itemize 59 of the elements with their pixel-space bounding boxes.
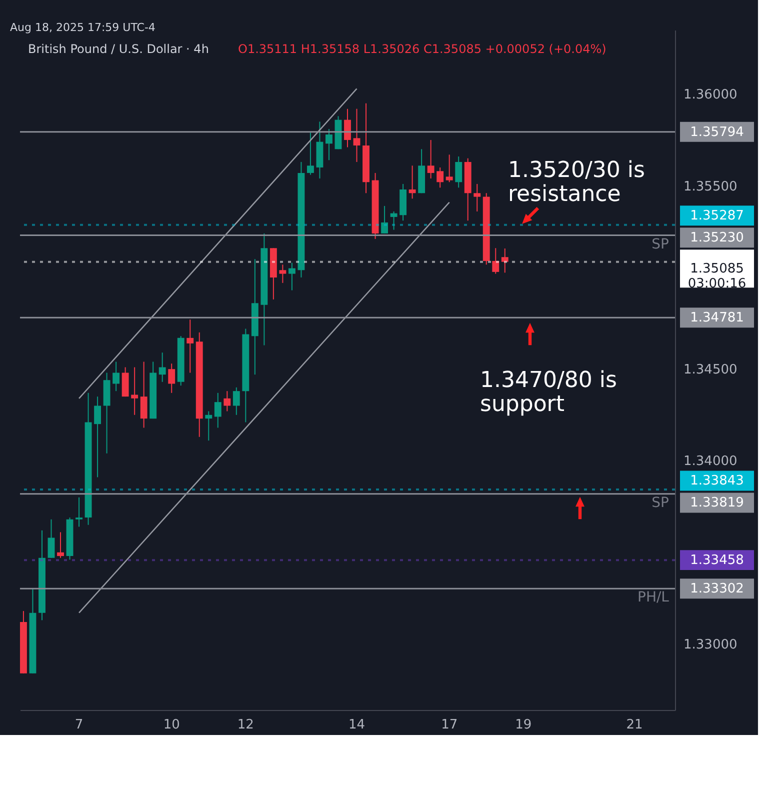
candlestick [326,128,332,161]
x-tick-label: 17 [441,718,458,732]
y-tick-label: 1.33000 [684,638,738,653]
candlestick [168,363,176,394]
annotation: PH/L [638,590,670,606]
ref-line-label: 1.35287 [690,208,744,224]
ref-line-label: 1.33843 [690,474,744,489]
candlestick [474,183,481,212]
candlestick [408,165,416,200]
ref-line-label: 1.33458 [690,553,744,568]
y-tick-label: 1.35500 [684,179,738,194]
ref-line-label: 1.35230 [690,230,744,246]
candlestick [122,366,129,398]
annotation: SP [652,236,669,252]
y-tick-label: 1.34000 [684,454,738,470]
y-tick-label: 1.34500 [684,362,738,378]
annotation: SP [652,494,669,511]
candlestick [436,166,444,188]
x-tick-label: 19 [515,718,532,732]
ref-line-label: 1.33819 [690,496,744,511]
text: British Pound / U.S. Dollar · 4h [28,42,209,56]
candlestick [501,248,508,274]
x-tick-label: 14 [348,718,366,732]
candlestick [232,386,240,416]
candlestick [140,361,148,428]
candlestick [306,132,314,176]
candlestick [288,262,296,291]
candlestick [446,154,453,183]
candlestick [344,108,351,148]
ref-line-label: 1.34781 [690,310,744,326]
y-tick-label: 1.36000 [684,88,738,103]
candlestick [381,205,388,234]
ref-line-label: 1.33302 [690,582,744,597]
candlestick [279,264,286,284]
candlestick [57,532,64,558]
candlestick [158,352,166,382]
text: O1.35111 H1.35158 L1.35026 C1.35085 +0.00052 (+0.04%) [238,42,606,56]
candlestick [427,139,434,179]
candlestick [94,396,102,478]
candlestick [112,361,120,392]
candlestick [48,518,55,558]
annotation: 1.3470/80 is support [480,368,617,417]
candlestick [390,210,398,230]
x-tick-label: 10 [163,718,180,732]
ref-line-label: 1.35794 [690,124,744,140]
annotation: 1.3520/30 is resistance [508,158,645,207]
candlestick [131,366,138,416]
annotation: Aug 18, 2025 17:59 UTC-4 [10,21,156,34]
candlestick [492,248,500,274]
candlestick [455,156,462,188]
candlestick [205,410,212,442]
candlestick [186,319,194,374]
candlestick [224,390,231,412]
x-tick-label: 7 [74,718,84,732]
candlestick [353,108,360,162]
candlestick [76,496,82,528]
x-tick-label: 12 [237,718,254,732]
candlestick [214,392,222,428]
x-tick-label: 21 [626,718,643,732]
